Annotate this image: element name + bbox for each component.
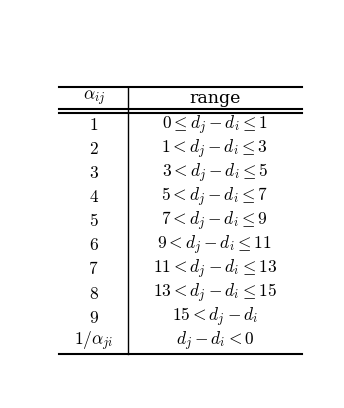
Text: $15 < d_j - d_i$: $15 < d_j - d_i$ (172, 306, 258, 329)
Text: $11 < d_j - d_i \leq 13$: $11 < d_j - d_i \leq 13$ (153, 258, 277, 281)
Text: $9 < d_j - d_i \leq 11$: $9 < d_j - d_i \leq 11$ (158, 234, 272, 257)
Text: $8$: $8$ (88, 284, 99, 303)
Text: $7 < d_j - d_i \leq 9$: $7 < d_j - d_i \leq 9$ (161, 210, 268, 233)
Text: $2$: $2$ (89, 140, 98, 158)
Text: $1 < d_j - d_i \leq 3$: $1 < d_j - d_i \leq 3$ (161, 137, 268, 161)
Text: $3$: $3$ (88, 164, 99, 182)
Text: $\alpha_{ij}$: $\alpha_{ij}$ (83, 89, 105, 108)
Text: $4$: $4$ (88, 188, 99, 206)
Text: $0 \leq d_j - d_i \leq 1$: $0 \leq d_j - d_i \leq 1$ (162, 113, 268, 137)
Text: $13 < d_j - d_i \leq 15$: $13 < d_j - d_i \leq 15$ (153, 282, 277, 305)
Text: range: range (189, 89, 240, 106)
Text: $d_j - d_i < 0$: $d_j - d_i < 0$ (176, 330, 254, 353)
Text: $1/\alpha_{ji}$: $1/\alpha_{ji}$ (74, 330, 113, 353)
Text: $5$: $5$ (89, 213, 98, 231)
Text: $5 < d_j - d_i \leq 7$: $5 < d_j - d_i \leq 7$ (161, 186, 268, 209)
Text: $9$: $9$ (88, 308, 99, 327)
Text: $6$: $6$ (88, 237, 99, 255)
Text: $3 < d_j - d_i \leq 5$: $3 < d_j - d_i \leq 5$ (162, 162, 268, 185)
Text: $7$: $7$ (88, 260, 99, 279)
Text: $1$: $1$ (89, 116, 98, 134)
